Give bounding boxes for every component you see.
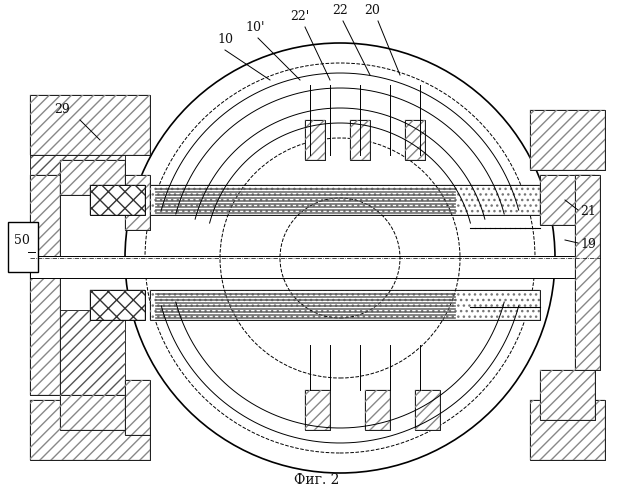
Bar — [30, 175, 60, 395]
Bar — [150, 290, 540, 320]
Bar — [30, 400, 150, 460]
Bar — [405, 120, 425, 160]
Bar — [30, 175, 60, 395]
Bar — [540, 370, 595, 420]
Bar — [305, 390, 330, 430]
Bar — [30, 100, 125, 185]
Bar — [575, 175, 600, 370]
Bar — [8, 222, 38, 272]
Bar — [90, 185, 145, 215]
Bar — [365, 390, 390, 430]
Bar — [305, 120, 325, 160]
Bar — [540, 175, 595, 225]
Text: 10': 10' — [245, 21, 265, 34]
Bar — [305, 120, 325, 160]
Bar — [30, 256, 580, 278]
Bar — [530, 400, 605, 460]
Bar — [30, 100, 125, 185]
Bar — [415, 390, 440, 430]
Bar — [530, 110, 605, 170]
Bar — [540, 370, 595, 420]
Text: 22: 22 — [332, 4, 348, 17]
Bar — [30, 310, 125, 395]
Bar — [60, 395, 125, 430]
Bar — [30, 400, 150, 460]
Bar — [405, 120, 425, 160]
Bar — [365, 390, 390, 430]
Text: 50: 50 — [14, 234, 30, 247]
Bar — [350, 120, 370, 160]
Bar — [60, 160, 125, 195]
Bar — [350, 120, 370, 160]
Bar — [530, 110, 605, 170]
Bar — [150, 185, 540, 215]
Bar — [60, 160, 125, 195]
Bar — [30, 95, 150, 155]
Bar — [30, 95, 150, 155]
Bar — [125, 380, 150, 435]
Bar — [90, 290, 145, 320]
Text: Фиг. 2: Фиг. 2 — [294, 473, 340, 487]
Bar — [60, 395, 125, 430]
Bar — [30, 310, 125, 395]
Bar — [125, 175, 150, 230]
Bar — [150, 290, 540, 320]
Text: 29: 29 — [54, 103, 70, 116]
Bar — [305, 390, 330, 430]
Text: 22': 22' — [290, 10, 309, 23]
Bar — [150, 185, 540, 215]
Bar — [125, 380, 150, 435]
Bar — [540, 175, 595, 225]
Text: 21: 21 — [580, 205, 596, 218]
Bar — [530, 400, 605, 460]
Bar — [90, 185, 145, 215]
Text: 20: 20 — [364, 4, 380, 17]
Bar — [90, 290, 145, 320]
Text: 19: 19 — [580, 238, 596, 251]
Bar — [125, 175, 150, 230]
Bar — [575, 175, 600, 370]
Text: 10: 10 — [217, 33, 233, 46]
Bar — [415, 390, 440, 430]
